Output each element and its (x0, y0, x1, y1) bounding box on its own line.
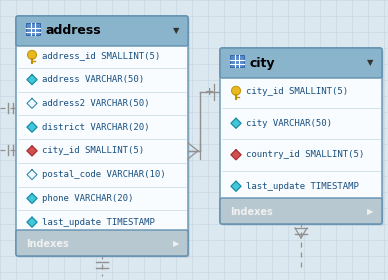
Polygon shape (27, 98, 37, 108)
FancyBboxPatch shape (16, 16, 188, 256)
Text: address_id SMALLINT(5): address_id SMALLINT(5) (42, 51, 160, 60)
Bar (222, 72, 380, 77)
FancyBboxPatch shape (220, 48, 382, 224)
Polygon shape (27, 122, 37, 132)
Text: +: + (205, 87, 215, 97)
Bar (18, 40, 186, 45)
Polygon shape (231, 150, 241, 160)
Text: country_id SMALLINT(5): country_id SMALLINT(5) (246, 150, 364, 159)
Text: city VARCHAR(50): city VARCHAR(50) (246, 119, 332, 128)
Text: postal_code VARCHAR(10): postal_code VARCHAR(10) (42, 170, 166, 179)
FancyBboxPatch shape (222, 50, 384, 226)
Bar (230, 55, 244, 67)
Polygon shape (27, 170, 37, 180)
Bar (19, 232, 185, 237)
FancyBboxPatch shape (18, 18, 190, 258)
Bar (223, 200, 379, 205)
Polygon shape (27, 146, 37, 156)
Bar (19, 234, 185, 252)
Text: address: address (46, 25, 102, 38)
Text: city_id SMALLINT(5): city_id SMALLINT(5) (246, 87, 348, 96)
Text: last_update TIMESTAMP: last_update TIMESTAMP (246, 182, 359, 191)
Text: phone VARCHAR(20): phone VARCHAR(20) (42, 194, 133, 203)
Polygon shape (27, 193, 37, 203)
FancyBboxPatch shape (220, 48, 382, 78)
Bar (223, 202, 379, 220)
Polygon shape (27, 217, 37, 227)
Text: city: city (250, 57, 275, 69)
Circle shape (232, 86, 241, 95)
Text: ▶: ▶ (367, 207, 373, 216)
Text: Indexes: Indexes (230, 207, 273, 217)
FancyBboxPatch shape (16, 16, 188, 46)
Polygon shape (27, 75, 37, 85)
Text: last_update TIMESTAMP: last_update TIMESTAMP (42, 218, 155, 227)
Text: ▼: ▼ (173, 27, 179, 36)
Polygon shape (231, 118, 241, 128)
Circle shape (28, 50, 36, 59)
Text: ▶: ▶ (173, 239, 179, 249)
Text: address2 VARCHAR(50): address2 VARCHAR(50) (42, 99, 149, 108)
Text: ▼: ▼ (367, 59, 373, 67)
Text: city_id SMALLINT(5): city_id SMALLINT(5) (42, 146, 144, 155)
Bar (26, 23, 40, 35)
FancyBboxPatch shape (220, 198, 382, 224)
Polygon shape (231, 181, 241, 191)
Text: address VARCHAR(50): address VARCHAR(50) (42, 75, 144, 84)
Text: Indexes: Indexes (26, 239, 69, 249)
FancyBboxPatch shape (16, 230, 188, 256)
Text: district VARCHAR(20): district VARCHAR(20) (42, 123, 149, 132)
